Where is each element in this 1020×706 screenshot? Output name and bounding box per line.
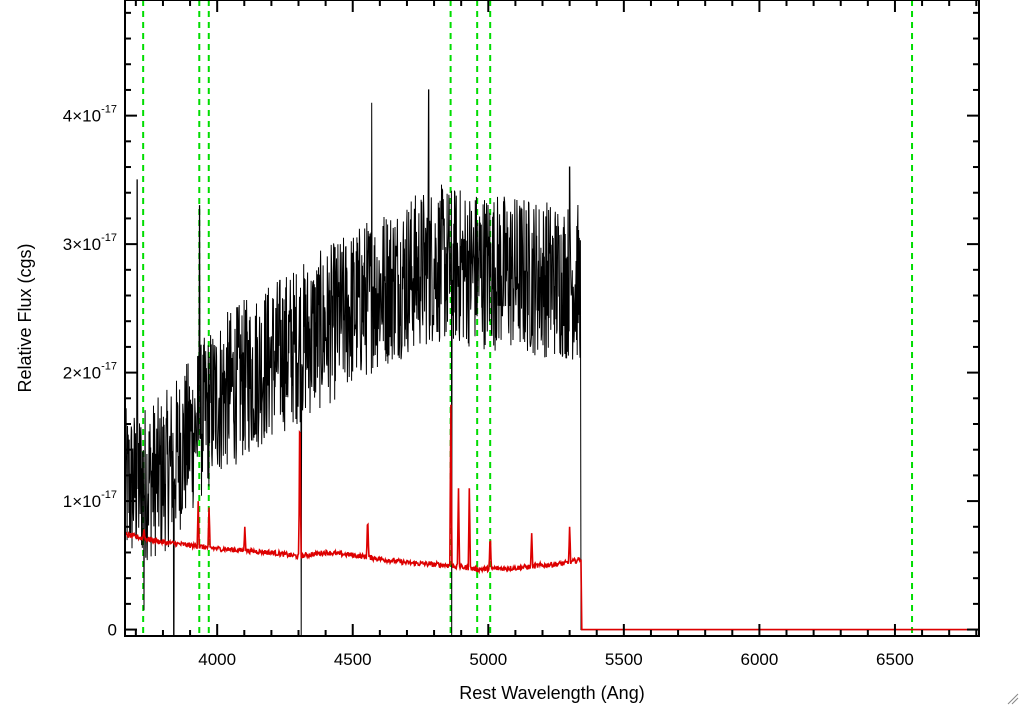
x-tick-label: 4000 (198, 650, 236, 669)
y-axis-ticks: 0 1×10-17 2×10-17 3×10-17 4×10-17 (63, 11, 979, 640)
y-axis-title: Relative Flux (cgs) (15, 243, 35, 392)
y-tick-label: 3×10-17 (63, 232, 117, 254)
x-tick-label: 6500 (876, 650, 914, 669)
x-axis-title: Rest Wavelength (Ang) (459, 683, 644, 703)
observed-spectrum-line (125, 89, 979, 636)
x-tick-label: 5000 (469, 650, 507, 669)
series-group (125, 89, 979, 636)
model-spectrum-line (125, 404, 979, 631)
y-tick-label: 1×10-17 (63, 489, 117, 511)
y-tick-label: 0 (108, 621, 117, 640)
x-tick-label: 6000 (740, 650, 778, 669)
y-tick-label: 2×10-17 (63, 361, 117, 383)
resize-grip-icon[interactable] (1007, 693, 1019, 705)
x-tick-label: 4500 (334, 650, 372, 669)
y-tick-label: 4×10-17 (63, 104, 117, 126)
x-tick-label: 5500 (605, 650, 643, 669)
x-axis-ticks: 4000 4500 5000 5500 6000 6500 (134, 0, 978, 669)
plot-frame (124, 0, 980, 637)
